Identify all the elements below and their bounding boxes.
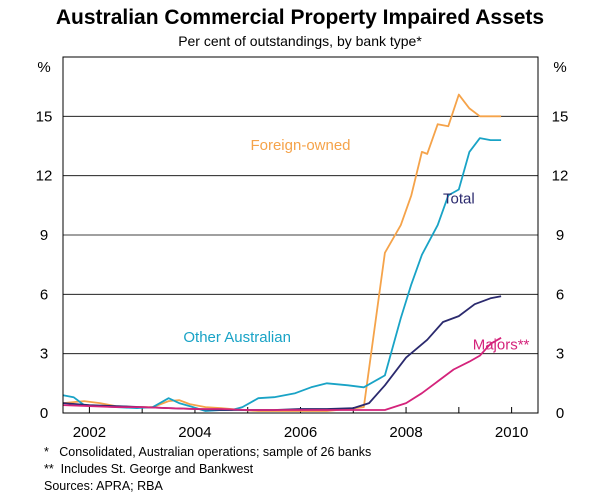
y-tick-label-left-3: 3	[40, 346, 48, 363]
y-unit-right: %	[553, 59, 566, 76]
y-unit-left: %	[37, 59, 50, 76]
y-tick-label-right-6: 6	[556, 286, 564, 303]
series-labels: Foreign-owned Other Australian Total Majors…	[183, 137, 529, 354]
y-tick-label-right-0: 0	[556, 405, 564, 422]
y-axis-left-labels: 0 3 6 9 12 15	[36, 108, 53, 422]
chart-subtitle: Per cent of outstandings, by bank type*	[178, 33, 422, 49]
y-tick-label-left-9: 9	[40, 227, 48, 244]
series-lines	[62, 93, 502, 412]
y-axis-right-labels: 0 3 6 9 12 15	[552, 108, 569, 422]
series-line-other-australian	[62, 137, 502, 412]
footnote-1: * Consolidated, Australian operations; s…	[44, 445, 371, 459]
y-tick-label-right-12: 12	[552, 168, 569, 185]
x-tick-label-2004: 2004	[178, 424, 211, 441]
y-tick-label-right-15: 15	[552, 108, 569, 125]
y-tick-label-right-3: 3	[556, 346, 564, 363]
x-tick-label-2008: 2008	[389, 424, 422, 441]
footnote-sources: Sources: APRA; RBA	[44, 479, 163, 493]
y-tick-label-left-6: 6	[40, 286, 48, 303]
series-label-other-australian: Other Australian	[183, 329, 291, 346]
x-axis-labels: 2002 2004 2006 2008 2010	[73, 424, 529, 441]
plot-frame	[62, 56, 539, 414]
x-tick-label-2006: 2006	[284, 424, 317, 441]
y-tick-label-left-15: 15	[36, 108, 53, 125]
series-label-total: Total	[443, 190, 475, 207]
y-tick-label-right-9: 9	[556, 227, 564, 244]
chart-title: Australian Commercial Property Impaired …	[56, 6, 544, 29]
series-line-total	[62, 295, 502, 411]
y-tick-label-left-12: 12	[36, 168, 53, 185]
gridlines	[63, 115, 538, 355]
series-label-majors: Majors**	[473, 337, 530, 354]
x-tick-label-2002: 2002	[73, 424, 106, 441]
series-line-majors	[62, 337, 502, 411]
y-tick-label-left-0: 0	[40, 405, 48, 422]
x-tick-label-2010: 2010	[495, 424, 528, 441]
series-label-foreign-owned: Foreign-owned	[250, 137, 350, 154]
footnote-2: ** Includes St. George and Bankwest	[44, 462, 254, 476]
axis-ticks	[88, 407, 513, 413]
